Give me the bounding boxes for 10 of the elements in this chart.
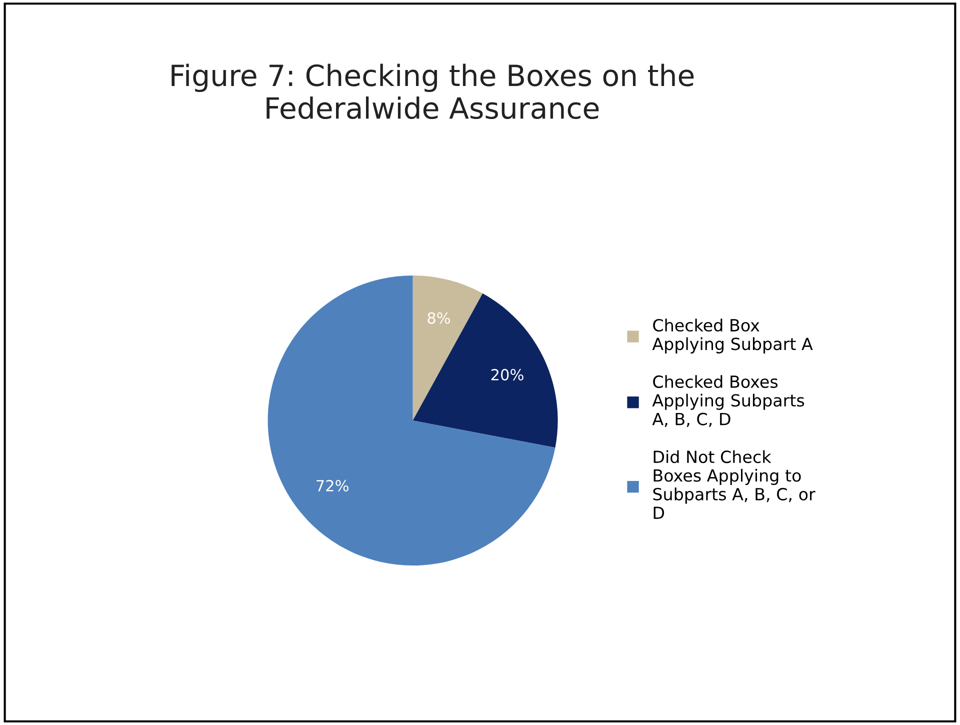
pie-slice — [268, 276, 556, 566]
data-label: 8% — [428, 312, 450, 324]
chart-title: Figure 7: Checking the Boxes on the Federalwide Assurance — [172, 64, 694, 120]
data-label: 20% — [491, 368, 524, 380]
data-label: 72% — [316, 480, 348, 492]
pie-slice — [412, 293, 558, 448]
legend-label: Did Not Check Boxes Applying to Subparts A, B, C, or D — [653, 450, 816, 519]
pie-slice — [412, 276, 483, 420]
legend-label: Checked Box Applying Subpart A — [652, 318, 813, 354]
legend-label: Checked Boxes Applying Subparts A, B, C, D — [652, 375, 804, 428]
